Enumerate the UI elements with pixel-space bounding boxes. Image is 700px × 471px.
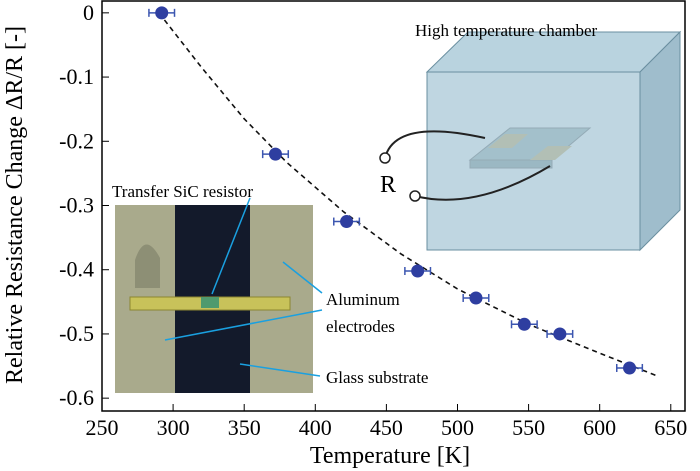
- x-tick-label: 650: [654, 415, 687, 440]
- y-tick-label: -0.6: [59, 385, 94, 410]
- x-tick-label: 550: [512, 415, 545, 440]
- y-tick-label: -0.2: [59, 128, 94, 153]
- y-tick-label: -0.5: [59, 321, 94, 346]
- y-tick-label: -0.4: [59, 257, 94, 282]
- data-point: [268, 147, 282, 161]
- resistor-label: Transfer SiC resistor: [112, 182, 253, 201]
- inset-photo: [115, 205, 313, 393]
- chamber-label: High temperature chamber: [415, 21, 598, 40]
- data-point: [623, 361, 637, 375]
- chamber-diagram: [379, 30, 682, 252]
- data-point: [411, 264, 425, 278]
- x-axis-label: Temperature [K]: [310, 443, 470, 469]
- data-point: [553, 327, 567, 341]
- data-point: [469, 291, 483, 305]
- x-tick-label: 250: [86, 415, 119, 440]
- y-tick-label: -0.3: [59, 193, 94, 218]
- electrodes-label: Aluminum: [326, 290, 400, 309]
- y-tick-label: -0.1: [59, 64, 94, 89]
- x-tick-label: 350: [228, 415, 261, 440]
- fit-curve: [158, 12, 657, 377]
- electrodes-label: electrodes: [326, 317, 395, 336]
- arrows: [164, 197, 323, 377]
- substrate-label: Glass substrate: [326, 368, 428, 387]
- data-point: [155, 6, 169, 20]
- y-tick-label: 0: [83, 0, 94, 25]
- x-tick-label: 300: [157, 415, 190, 440]
- x-tick-label: 500: [441, 415, 474, 440]
- resistor-symbol: R: [380, 172, 396, 198]
- x-tick-label: 400: [299, 415, 332, 440]
- data-point: [517, 317, 531, 331]
- x-tick-label: 600: [583, 415, 616, 440]
- data-point: [340, 215, 354, 229]
- y-axis-label: Relative Resistance Change ΔR/R [-]: [2, 26, 28, 384]
- x-tick-label: 450: [370, 415, 403, 440]
